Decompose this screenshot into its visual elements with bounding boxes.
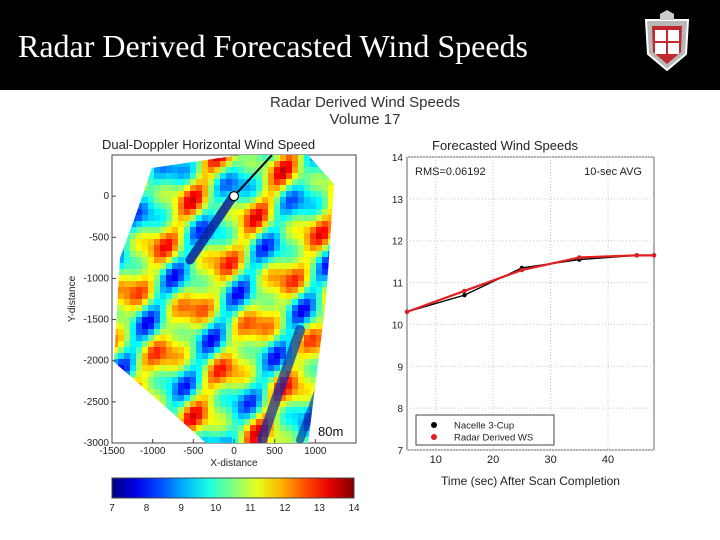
line-axes-frame bbox=[406, 156, 655, 451]
legend-marker bbox=[431, 422, 437, 428]
figure-title: Radar Derived Wind Speeds Volume 17 bbox=[230, 94, 500, 128]
colorbar-tick-label: 8 bbox=[144, 503, 150, 514]
y-tick-label: -2000 bbox=[83, 356, 109, 367]
y-axis-label: Y-distance bbox=[67, 275, 78, 322]
series-point-radar bbox=[651, 253, 657, 258]
series-point-radar bbox=[519, 267, 525, 273]
y-tick-label: 13 bbox=[392, 195, 404, 206]
legend-label: Radar Derived WS bbox=[454, 433, 533, 444]
colorbar-tick-label: 12 bbox=[279, 503, 291, 514]
y-tick-label: 9 bbox=[397, 362, 403, 373]
x-tick-label: -1000 bbox=[140, 446, 166, 457]
colorbar-tick-label: 14 bbox=[348, 503, 360, 514]
colorbar-tick-label: 10 bbox=[210, 503, 222, 514]
colorbar-tick-label: 9 bbox=[178, 503, 184, 514]
rms-annotation: RMS=0.06192 bbox=[415, 166, 486, 178]
y-tick-label: 14 bbox=[392, 153, 404, 164]
x-tick-label: 30 bbox=[544, 454, 556, 466]
wake-streak bbox=[257, 325, 305, 443]
colorbar-tick-label: 11 bbox=[245, 503, 256, 514]
legend-marker bbox=[431, 434, 437, 440]
slide-title: Radar Derived Forecasted Wind Speeds bbox=[18, 28, 528, 64]
series-line-radar bbox=[406, 254, 654, 313]
x-tick-label: 20 bbox=[487, 454, 499, 466]
wind-direction-line bbox=[233, 154, 273, 197]
heatmap-title: Dual-Doppler Horizontal Wind Speed bbox=[102, 137, 316, 152]
x-tick-label: 500 bbox=[266, 446, 283, 457]
series-point-radar bbox=[577, 255, 582, 260]
x-tick-label: -1500 bbox=[99, 446, 125, 457]
header-bar bbox=[0, 0, 720, 90]
colorbar bbox=[111, 477, 355, 499]
y-tick-label: 10 bbox=[392, 320, 404, 331]
y-tick-label: 7 bbox=[397, 446, 403, 457]
series-point-nacelle bbox=[462, 292, 467, 298]
x-axis-label: Time (sec) After Scan Completion bbox=[441, 474, 620, 488]
wake-streak bbox=[185, 193, 237, 265]
x-axis-label: X-distance bbox=[210, 458, 258, 469]
series-point-radar bbox=[634, 253, 639, 258]
y-tick-label: -1500 bbox=[83, 315, 109, 326]
figure-title-line2: Volume 17 bbox=[329, 111, 401, 128]
series-point-radar bbox=[404, 309, 410, 315]
y-tick-label: 11 bbox=[393, 279, 404, 290]
figure-title-line1: Radar Derived Wind Speeds bbox=[269, 94, 461, 111]
y-tick-label: -2500 bbox=[83, 397, 109, 408]
colorbar-tick-label: 7 bbox=[109, 503, 115, 514]
y-tick-label: -1000 bbox=[83, 273, 109, 284]
forecast-title: Forecasted Wind Speeds bbox=[432, 138, 578, 153]
turbine-marker bbox=[228, 191, 240, 202]
x-tick-label: -500 bbox=[183, 446, 203, 457]
x-tick-label: 0 bbox=[231, 446, 237, 457]
x-tick-label: 1000 bbox=[304, 446, 327, 457]
y-tick-label: 12 bbox=[392, 237, 404, 248]
x-tick-label: 40 bbox=[602, 454, 614, 466]
avg-annotation: 10-sec AVG bbox=[584, 166, 642, 178]
legend-box bbox=[415, 414, 555, 446]
colorbar-tick-label: 13 bbox=[314, 503, 326, 514]
x-tick-label: 10 bbox=[430, 454, 442, 466]
height-annotation: 80m bbox=[318, 424, 343, 439]
y-tick-label: 8 bbox=[397, 404, 403, 415]
series-point-radar bbox=[462, 288, 467, 294]
y-tick-label: 0 bbox=[103, 191, 109, 202]
legend-label: Nacelle 3-Cup bbox=[454, 421, 514, 432]
y-tick-label: -500 bbox=[89, 232, 109, 243]
shield-logo-icon bbox=[644, 10, 690, 72]
y-tick-label: -3000 bbox=[83, 438, 109, 449]
